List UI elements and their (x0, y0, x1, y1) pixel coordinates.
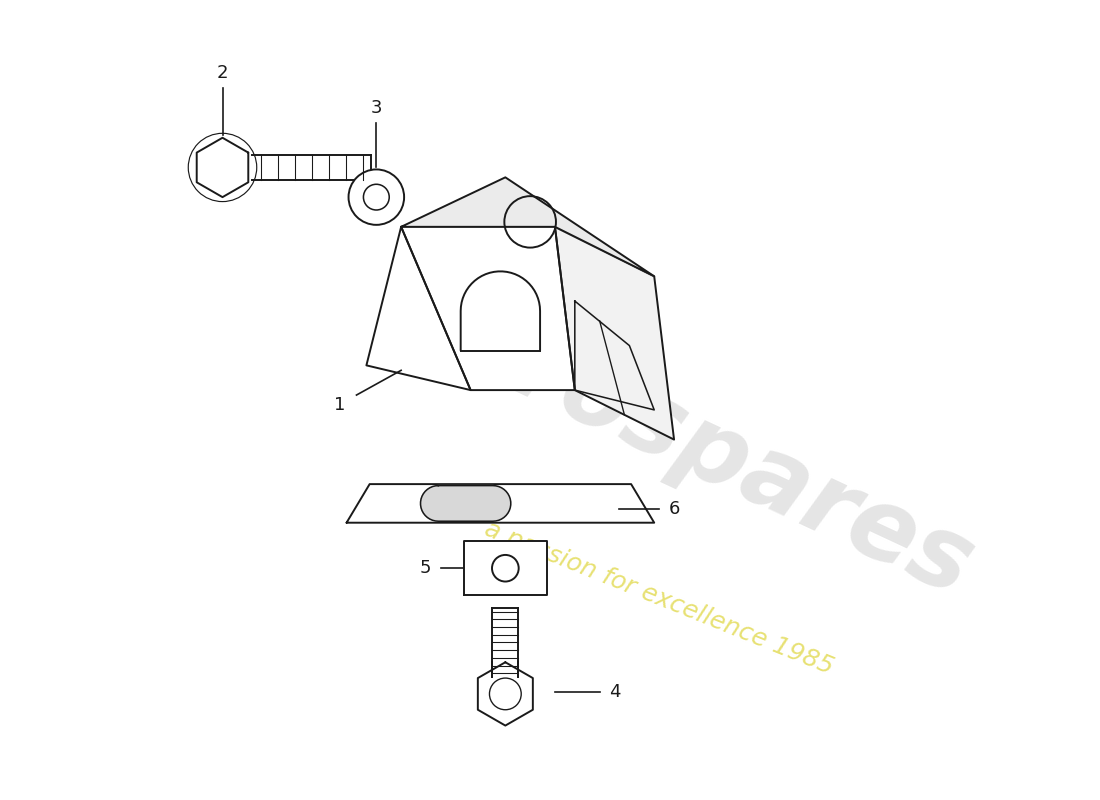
Text: eurospares: eurospares (374, 262, 988, 618)
Text: 6: 6 (669, 500, 680, 518)
Text: a passion for excellence 1985: a passion for excellence 1985 (481, 517, 837, 679)
Text: 4: 4 (608, 683, 620, 701)
Polygon shape (197, 138, 249, 197)
Text: 2: 2 (217, 65, 229, 82)
Polygon shape (346, 484, 654, 522)
Polygon shape (402, 178, 654, 276)
Circle shape (349, 170, 404, 225)
Polygon shape (477, 662, 532, 726)
Text: 5: 5 (419, 559, 431, 578)
Text: 1: 1 (334, 396, 345, 414)
Polygon shape (493, 662, 518, 677)
Polygon shape (252, 154, 372, 180)
Text: 3: 3 (371, 99, 382, 117)
Polygon shape (402, 227, 575, 390)
Polygon shape (493, 608, 518, 677)
Polygon shape (464, 542, 547, 595)
Polygon shape (420, 486, 510, 522)
Polygon shape (556, 227, 674, 439)
Polygon shape (366, 227, 471, 390)
